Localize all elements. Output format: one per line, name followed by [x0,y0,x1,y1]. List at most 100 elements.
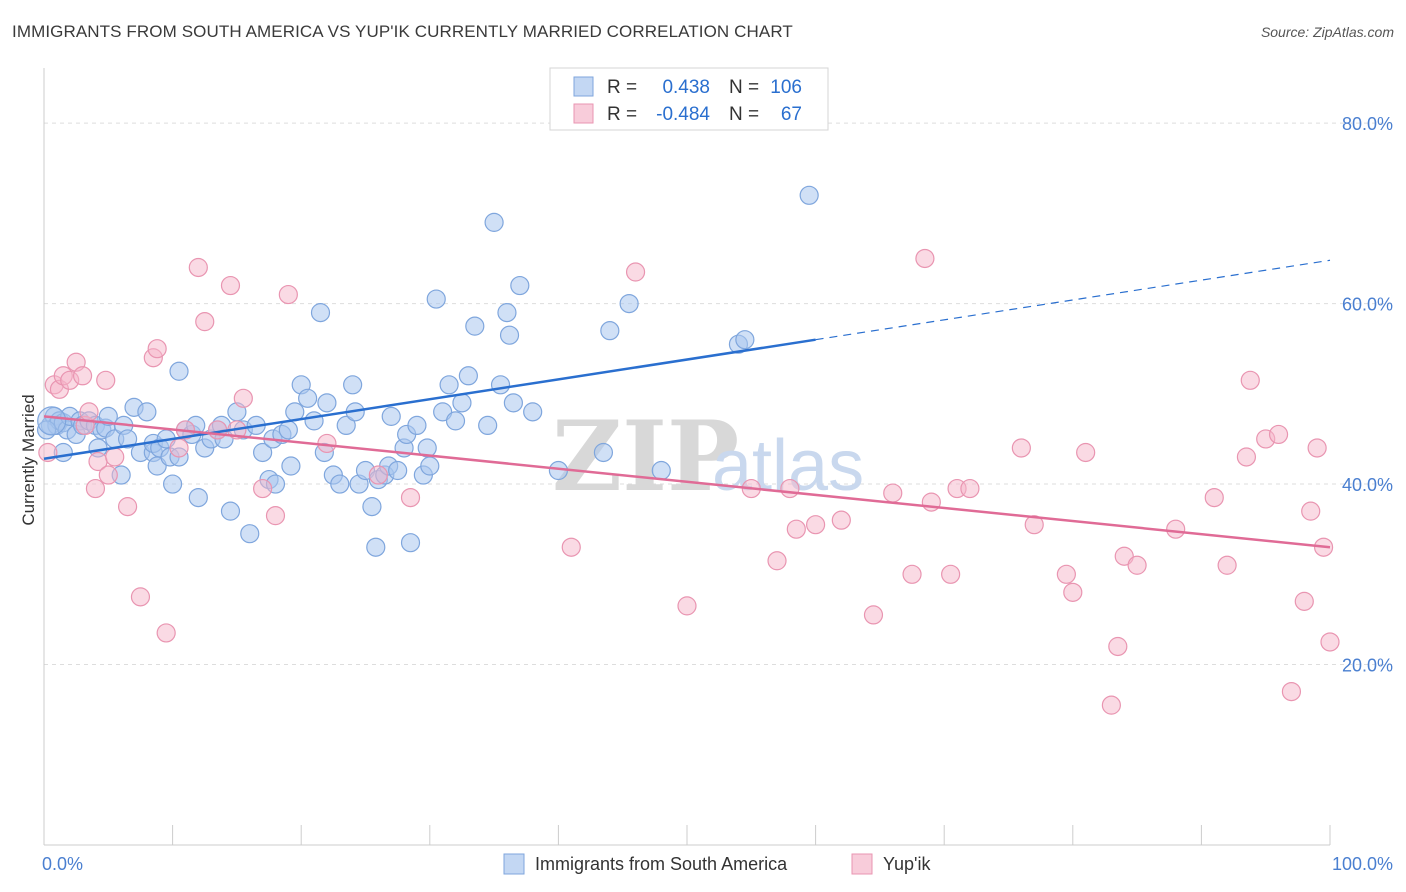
data-point-immigrants [336,415,356,436]
y-tick-label: 60.0% [1342,295,1393,315]
data-point-immigrants [163,474,183,494]
data-point-yupik [1101,695,1121,715]
trend-line-immigrants-dashed [815,259,1331,341]
data-point-yupik [188,257,208,278]
legend-swatch-immigrants [503,853,525,875]
data-point-yupik [169,438,189,458]
data-point-immigrants [137,402,157,422]
data-point-immigrants [600,321,620,341]
legend-r-label: R = [607,77,637,98]
data-point-yupik [1108,636,1128,657]
data-point-immigrants [497,303,517,323]
data-point-immigrants [510,275,530,296]
x-tick-label: 0.0% [42,854,83,874]
watermark-zip: ZIP [552,400,739,513]
data-point-yupik [1268,424,1289,445]
data-point-immigrants [169,361,189,381]
data-point-immigrants [281,456,301,476]
data-point-yupik [1076,442,1096,463]
data-point-yupik [677,596,697,616]
legend-label-yupik: Yup'ik [883,854,931,874]
data-point-yupik [1236,447,1257,467]
data-point-immigrants [445,411,466,431]
data-point-immigrants [490,375,511,395]
data-point-yupik [195,312,215,332]
data-point-immigrants [362,497,382,517]
series-legend: Immigrants from South America Yup'ik [503,853,931,875]
data-point-immigrants [117,429,138,449]
data-point-immigrants [37,406,67,436]
data-point-yupik [883,483,903,503]
data-point-yupik [96,370,116,390]
data-point-immigrants [799,185,819,205]
y-axis-label: Currently Married [19,394,38,525]
data-point-yupik [1307,438,1327,458]
data-point-yupik [941,564,961,584]
legend-r-value: -0.484 [656,104,710,125]
data-point-immigrants [420,456,440,476]
legend-r-label: R = [607,104,637,125]
data-point-yupik [1024,515,1044,535]
data-point-immigrants [304,411,324,431]
data-point-immigrants [310,303,331,323]
legend-box [549,67,829,131]
data-point-yupik [561,537,581,557]
data-point-immigrants [278,420,298,440]
data-point-yupik [1320,632,1340,652]
legend-swatch [573,103,594,124]
data-point-immigrants [503,393,523,413]
data-point-immigrants [240,524,260,544]
data-point-yupik [786,519,806,539]
data-point-immigrants [298,388,318,408]
data-point-immigrants [366,537,386,557]
legend-swatch-yupik [851,853,873,875]
data-point-yupik [368,465,388,485]
data-point-immigrants [439,375,459,395]
data-point-yupik [156,623,176,643]
data-point-immigrants [619,293,639,314]
data-point-yupik [960,478,980,499]
data-point-yupik [130,587,151,607]
legend-n-label: N = [729,77,759,98]
data-point-yupik [98,465,118,485]
data-point-yupik [147,339,167,359]
trend-line-immigrants [43,338,816,461]
data-point-yupik [831,510,851,530]
legend-swatch [573,76,594,97]
data-point-immigrants [317,393,337,413]
legend-n-value: 67 [781,104,802,125]
data-point-yupik [117,497,138,517]
data-point-immigrants [253,442,273,463]
data-point-immigrants [400,533,421,553]
data-point-immigrants [458,366,478,386]
data-point-yupik [105,447,125,467]
data-point-immigrants [465,316,485,336]
data-point-yupik [1217,555,1237,575]
data-point-yupik [1204,487,1224,508]
data-point-immigrants [343,375,363,395]
data-point-immigrants [388,460,408,481]
data-point-yupik [400,487,421,508]
data-point-yupik [915,248,935,269]
data-point-yupik [1166,519,1186,539]
data-point-yupik [1056,564,1076,584]
legend-n-label: N = [729,104,759,125]
x-tick-label: 100.0% [1332,854,1393,874]
correlation-legend: R = 0.438 N = 106 R = -0.484 N = 67 [549,67,829,131]
legend-n-value: 106 [770,77,802,98]
data-point-yupik [767,551,787,571]
trend-lines [43,259,1331,549]
data-point-yupik [1127,555,1147,575]
data-point-yupik [780,478,800,499]
data-point-yupik [1063,582,1083,602]
data-point-immigrants [735,330,755,350]
data-point-yupik [902,564,922,584]
data-point-immigrants [407,415,427,436]
y-tick-label: 80.0% [1342,114,1393,134]
legend-r-value: 0.438 [662,77,710,98]
data-point-yupik [85,478,106,499]
data-point-yupik [265,506,286,526]
data-point-immigrants [499,325,520,345]
data-point-yupik [1281,681,1302,702]
